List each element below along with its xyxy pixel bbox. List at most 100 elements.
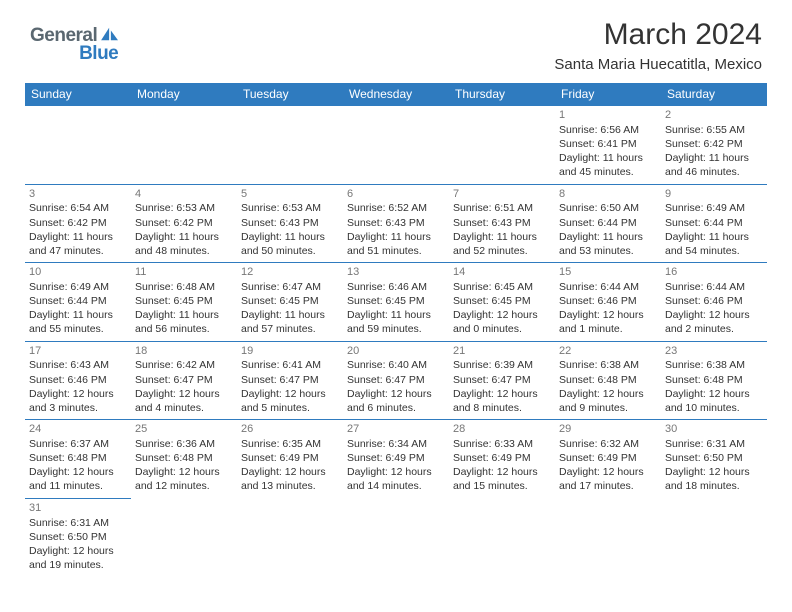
daylight-text-2: and 2 minutes. — [665, 322, 763, 336]
sunrise-text: Sunrise: 6:32 AM — [559, 437, 657, 451]
calendar-cell: 26Sunrise: 6:35 AMSunset: 6:49 PMDayligh… — [237, 420, 343, 499]
calendar-cell: 7Sunrise: 6:51 AMSunset: 6:43 PMDaylight… — [449, 184, 555, 263]
daylight-text-2: and 14 minutes. — [347, 479, 445, 493]
daylight-text-1: Daylight: 11 hours — [135, 308, 233, 322]
sunset-text: Sunset: 6:47 PM — [347, 373, 445, 387]
daylight-text-1: Daylight: 11 hours — [241, 230, 339, 244]
daylight-text-2: and 51 minutes. — [347, 244, 445, 258]
daylight-text-2: and 8 minutes. — [453, 401, 551, 415]
calendar-cell — [555, 498, 661, 576]
daylight-text-1: Daylight: 12 hours — [29, 387, 127, 401]
sunrise-text: Sunrise: 6:49 AM — [29, 280, 127, 294]
day-number: 29 — [559, 422, 657, 437]
calendar-cell — [237, 106, 343, 185]
calendar-row: 3Sunrise: 6:54 AMSunset: 6:42 PMDaylight… — [25, 184, 767, 263]
day-number: 13 — [347, 265, 445, 280]
daylight-text-2: and 46 minutes. — [665, 165, 763, 179]
daylight-text-1: Daylight: 12 hours — [135, 387, 233, 401]
day-number: 20 — [347, 344, 445, 359]
day-header: Thursday — [449, 83, 555, 106]
calendar-cell: 23Sunrise: 6:38 AMSunset: 6:48 PMDayligh… — [661, 341, 767, 420]
daylight-text-2: and 11 minutes. — [29, 479, 127, 493]
daylight-text-1: Daylight: 11 hours — [29, 308, 127, 322]
daylight-text-2: and 5 minutes. — [241, 401, 339, 415]
sunrise-text: Sunrise: 6:43 AM — [29, 358, 127, 372]
calendar-body: 1Sunrise: 6:56 AMSunset: 6:41 PMDaylight… — [25, 106, 767, 577]
sunrise-text: Sunrise: 6:41 AM — [241, 358, 339, 372]
day-number: 2 — [665, 108, 763, 123]
daylight-text-1: Daylight: 12 hours — [135, 465, 233, 479]
sunset-text: Sunset: 6:42 PM — [665, 137, 763, 151]
calendar-cell: 17Sunrise: 6:43 AMSunset: 6:46 PMDayligh… — [25, 341, 131, 420]
sunrise-text: Sunrise: 6:38 AM — [665, 358, 763, 372]
header: GeneralBlue March 2024 Santa Maria Hueca… — [0, 0, 792, 77]
sunset-text: Sunset: 6:48 PM — [559, 373, 657, 387]
daylight-text-1: Daylight: 11 hours — [347, 308, 445, 322]
sunrise-text: Sunrise: 6:37 AM — [29, 437, 127, 451]
calendar-cell: 30Sunrise: 6:31 AMSunset: 6:50 PMDayligh… — [661, 420, 767, 499]
sunrise-text: Sunrise: 6:31 AM — [665, 437, 763, 451]
day-number: 8 — [559, 187, 657, 202]
sunset-text: Sunset: 6:45 PM — [347, 294, 445, 308]
sunrise-text: Sunrise: 6:44 AM — [665, 280, 763, 294]
sunset-text: Sunset: 6:42 PM — [135, 216, 233, 230]
daylight-text-2: and 17 minutes. — [559, 479, 657, 493]
calendar-cell: 6Sunrise: 6:52 AMSunset: 6:43 PMDaylight… — [343, 184, 449, 263]
daylight-text-1: Daylight: 12 hours — [665, 387, 763, 401]
daylight-text-2: and 50 minutes. — [241, 244, 339, 258]
day-number: 22 — [559, 344, 657, 359]
calendar-cell: 2Sunrise: 6:55 AMSunset: 6:42 PMDaylight… — [661, 106, 767, 185]
daylight-text-2: and 56 minutes. — [135, 322, 233, 336]
daylight-text-1: Daylight: 11 hours — [453, 230, 551, 244]
sunset-text: Sunset: 6:44 PM — [29, 294, 127, 308]
day-number: 18 — [135, 344, 233, 359]
day-header: Monday — [131, 83, 237, 106]
sunset-text: Sunset: 6:49 PM — [453, 451, 551, 465]
calendar-row: 31Sunrise: 6:31 AMSunset: 6:50 PMDayligh… — [25, 498, 767, 576]
sunrise-text: Sunrise: 6:34 AM — [347, 437, 445, 451]
day-number: 6 — [347, 187, 445, 202]
calendar-row: 24Sunrise: 6:37 AMSunset: 6:48 PM Dayligh… — [25, 420, 767, 499]
calendar-cell: 13Sunrise: 6:46 AMSunset: 6:45 PMDayligh… — [343, 263, 449, 342]
daylight-text-2: and 55 minutes. — [29, 322, 127, 336]
sunset-text: Sunset: 6:48 PM — [29, 451, 127, 465]
day-number: 30 — [665, 422, 763, 437]
daylight-text-1: Daylight: 11 hours — [347, 230, 445, 244]
daylight-text-1: Daylight: 12 hours — [665, 465, 763, 479]
daylight-text-1: Daylight: 12 hours — [241, 465, 339, 479]
day-number: 11 — [135, 265, 233, 280]
sunrise-text: Sunrise: 6:55 AM — [665, 123, 763, 137]
day-number: 24 — [29, 422, 127, 437]
daylight-text-2: and 19 minutes. — [29, 558, 127, 572]
calendar-cell: 8Sunrise: 6:50 AMSunset: 6:44 PMDaylight… — [555, 184, 661, 263]
sunset-text: Sunset: 6:43 PM — [241, 216, 339, 230]
calendar-table: SundayMondayTuesdayWednesdayThursdayFrid… — [25, 83, 767, 576]
calendar-cell — [449, 498, 555, 576]
calendar-cell — [661, 498, 767, 576]
day-number: 1 — [559, 108, 657, 123]
calendar-cell: 21Sunrise: 6:39 AMSunset: 6:47 PMDayligh… — [449, 341, 555, 420]
sunset-text: Sunset: 6:49 PM — [347, 451, 445, 465]
daylight-text-2: and 48 minutes. — [135, 244, 233, 258]
daylight-text-2: and 9 minutes. — [559, 401, 657, 415]
sunset-text: Sunset: 6:44 PM — [665, 216, 763, 230]
day-number: 9 — [665, 187, 763, 202]
daylight-text-1: Daylight: 11 hours — [29, 230, 127, 244]
sunset-text: Sunset: 6:49 PM — [241, 451, 339, 465]
calendar-cell: 22Sunrise: 6:38 AMSunset: 6:48 PMDayligh… — [555, 341, 661, 420]
calendar-row: 10Sunrise: 6:49 AMSunset: 6:44 PMDayligh… — [25, 263, 767, 342]
daylight-text-2: and 6 minutes. — [347, 401, 445, 415]
day-number: 25 — [135, 422, 233, 437]
daylight-text-1: Daylight: 11 hours — [559, 151, 657, 165]
calendar-cell: 5Sunrise: 6:53 AMSunset: 6:43 PMDaylight… — [237, 184, 343, 263]
sunset-text: Sunset: 6:44 PM — [559, 216, 657, 230]
sunrise-text: Sunrise: 6:47 AM — [241, 280, 339, 294]
daylight-text-1: Daylight: 12 hours — [453, 465, 551, 479]
sunrise-text: Sunrise: 6:48 AM — [135, 280, 233, 294]
daylight-text-1: Daylight: 11 hours — [241, 308, 339, 322]
day-number: 14 — [453, 265, 551, 280]
day-number: 3 — [29, 187, 127, 202]
sunrise-text: Sunrise: 6:33 AM — [453, 437, 551, 451]
calendar-cell: 18Sunrise: 6:42 AMSunset: 6:47 PMDayligh… — [131, 341, 237, 420]
daylight-text-1: Daylight: 12 hours — [453, 308, 551, 322]
